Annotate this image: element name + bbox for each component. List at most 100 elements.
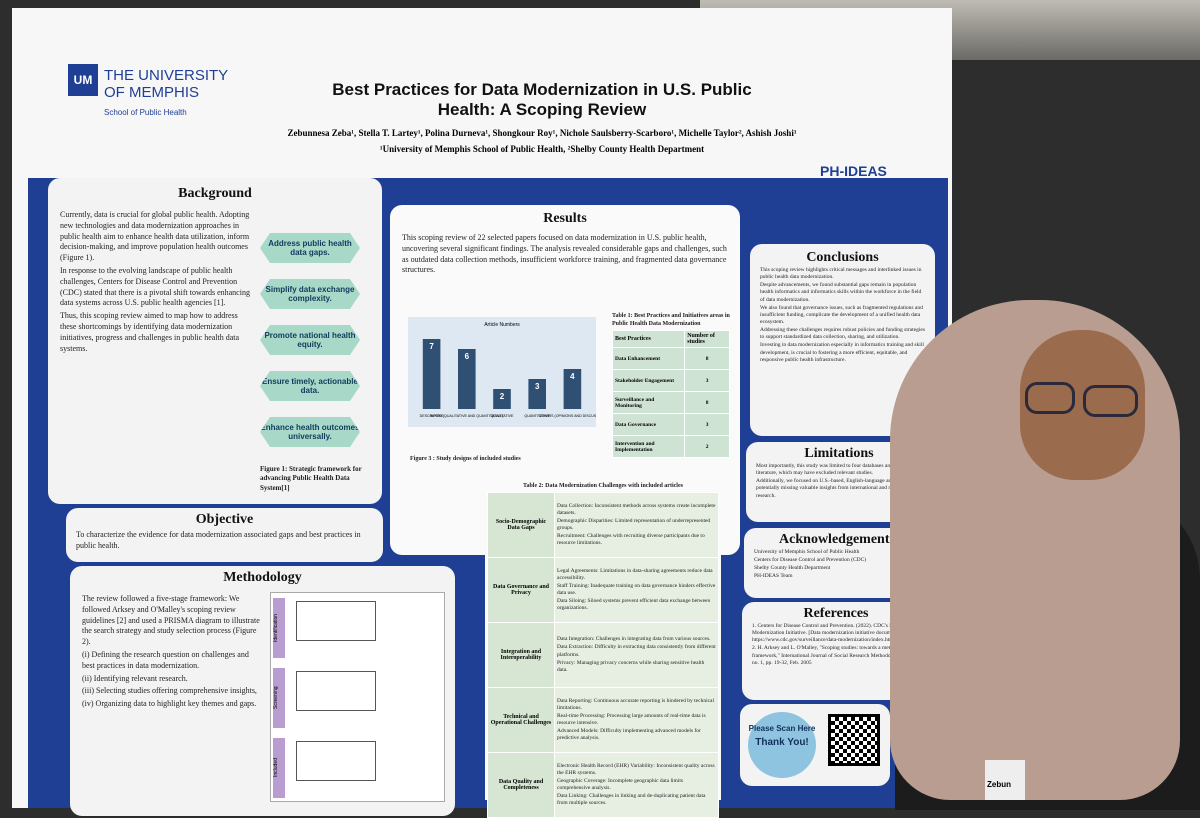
row: Technical and Operational Challenges Data… [487, 687, 719, 754]
authors: Zebunnesa Zeba¹, Stella T. Lartey¹, Poli… [287, 128, 797, 138]
table2-panel: Table 2: Data Modernization Challenges w… [485, 478, 721, 818]
x-tick-label: MIXED (QUALITATIVE AND QUANTITATIVE) [430, 414, 503, 418]
list-item: Investing in data modernization especial… [760, 342, 924, 363]
list-item: In response to the evolving landscape of… [60, 265, 250, 308]
list-item: Additionally, we focused on U.S.-based, … [756, 478, 916, 499]
item: Legal Agreements: Limitations in data-sh… [557, 567, 713, 581]
framework: Address public health data gaps. Simplify… [260, 233, 370, 463]
row: Data Governance 3 [611, 413, 730, 437]
item: Data Linking: Challenges in linking and … [557, 793, 706, 807]
bar-chart: Article Numbers 7 DESCRIPTIVE 6 MIXED (QUAL… [408, 317, 596, 427]
items-cell: Electronic Health Record (EHR) Variabili… [554, 752, 719, 818]
cell: 3 [684, 369, 730, 393]
area-cell: Data Governance and Privacy [487, 557, 555, 624]
qr-text: Please Scan Here [748, 724, 816, 733]
heading: Limitations [804, 446, 874, 461]
list-item: 1. Centers for Disease Control and Preve… [752, 623, 901, 644]
item: Data Reporting: Continuous accurate repo… [557, 697, 715, 711]
background-text: Currently, data is crucial for global pu… [60, 208, 250, 356]
prisma-stage: Identification [273, 598, 285, 658]
list-item: University of Memphis School of Public H… [754, 549, 860, 555]
item: Electronic Health Record (EHR) Variabili… [557, 762, 715, 776]
item: Staff Training: Inadequate training on d… [557, 582, 716, 597]
page: UM THE UNIVERSITY OF MEMPHIS School of P… [12, 0, 1200, 818]
value-label: 4 [570, 372, 575, 381]
framework-step: Enhance health outcomes universally. [260, 417, 360, 447]
heading: Methodology [223, 570, 302, 585]
item: Advanced Models: Difficulty implementing… [557, 728, 701, 742]
x-tick-label: QUANTITATIVE [524, 414, 550, 418]
list-item: Currently, data is crucial for global pu… [60, 210, 250, 263]
items-cell: Data Reporting: Continuous accurate repo… [554, 687, 719, 754]
partner-logo: PH-IDEAS [820, 163, 887, 179]
item: Data Collection: Inconsistent methods ac… [557, 502, 716, 516]
framework-step: Address public health data gaps. [260, 233, 360, 263]
figure-caption: Figure 1: Strategic framework for advanc… [260, 465, 362, 492]
bar [458, 349, 476, 409]
heading: Objective [195, 512, 254, 527]
list-item: We also found that governance issues, su… [760, 304, 923, 325]
bar [528, 379, 546, 409]
x-tick-label: QUALITATIVE [491, 414, 514, 418]
row: Data Quality and Completeness Electronic … [487, 752, 719, 818]
heading: Background [178, 186, 252, 201]
area-cell: Data Quality and Completeness [487, 752, 555, 818]
limitations-text: Most importantly, this study was limited… [756, 463, 922, 500]
cell: Data Governance [611, 413, 686, 437]
heading: References [803, 606, 869, 621]
list-item: (iii) Selecting studies offering compreh… [82, 686, 257, 696]
prisma-stage: Included [273, 738, 285, 798]
item: Data Extraction: Difficulty in extractin… [557, 644, 716, 658]
items-cell: Data Integration: Challenges in integrat… [554, 622, 719, 689]
qr-code[interactable] [828, 714, 880, 766]
area-cell: Technical and Operational Challenges [487, 687, 555, 754]
area-cell: Integration and Interoperability [487, 622, 555, 689]
prisma-box [296, 671, 376, 711]
list-item: Centers for Disease Control and Preventi… [754, 557, 867, 564]
bar [422, 339, 441, 409]
item: Demographic Disparities: Limited represe… [557, 517, 711, 532]
table1: Best Practices Number of studies Data Enha… [611, 330, 730, 459]
cell: Intervention and Implementation [611, 435, 686, 459]
school: School of Public Health [104, 108, 187, 117]
row: Data Enhancement 8 [611, 347, 730, 371]
area-cell: Socio-Demographic Data Gaps [487, 492, 555, 559]
cell: 8 [684, 391, 730, 415]
list-item: Most importantly, this study was limited… [756, 463, 904, 477]
framework-step: Ensure timely, actionable data. [260, 371, 360, 401]
objective-panel: Objective To characterize the evidence f… [66, 508, 383, 562]
table1-caption: Table 1: Best Practices and Initiatives … [612, 313, 730, 328]
steps: (i) Defining the research question on ch… [82, 650, 262, 710]
table2: Socio-Demographic Data Gaps Data Collecti… [487, 492, 719, 818]
header-row: Best Practices Number of studies [611, 330, 730, 349]
methodology-text: The review followed a five-stage framewo… [82, 594, 260, 647]
x-tick-label: OTHERS (OPINIONS AND DISCUSSION) [539, 414, 596, 418]
cell: Surveillance and Monitoring [611, 391, 686, 415]
list-item: PH-IDEAS Team [754, 573, 793, 580]
item: Privacy: Managing privacy concerns while… [557, 659, 705, 673]
value-label: 3 [535, 382, 540, 391]
row: Integration and Interoperability Data Int… [487, 622, 719, 689]
prisma-box [296, 741, 376, 781]
cell: Stakeholder Engagement [611, 369, 686, 393]
logo-mark: UM [68, 64, 98, 96]
affiliations: ¹University of Memphis School of Public … [379, 144, 705, 154]
list-item: 2. H. Arksey and L. O'Malley, "Scoping s… [752, 645, 917, 666]
qr-panel: Please Scan Here Thank You! [740, 704, 890, 786]
heading: Conclusions [806, 250, 879, 265]
row: Socio-Demographic Data Gaps Data Collecti… [487, 492, 719, 559]
prisma-stage: Screening [273, 668, 285, 728]
badge: Zebun [985, 760, 1025, 800]
university: THE UNIVERSITY OF MEMPHIS [104, 67, 228, 101]
background-panel: Background Currently, data is crucial fo… [48, 178, 382, 504]
framework-step: Promote national health equity. [260, 325, 360, 355]
heading: Results [543, 211, 587, 226]
cell: 8 [684, 347, 730, 371]
items-cell: Data Collection: Inconsistent methods ac… [554, 492, 719, 559]
title: Best Practices for Data Modernization in… [332, 80, 752, 119]
cell: Data Enhancement [611, 347, 686, 371]
row: Surveillance and Monitoring 8 [611, 391, 730, 415]
methodology-panel: Methodology The review followed a five-s… [70, 566, 455, 816]
row: Data Governance and Privacy Legal Agreeme… [487, 557, 719, 624]
prisma: Identification Screening Included [270, 592, 445, 802]
